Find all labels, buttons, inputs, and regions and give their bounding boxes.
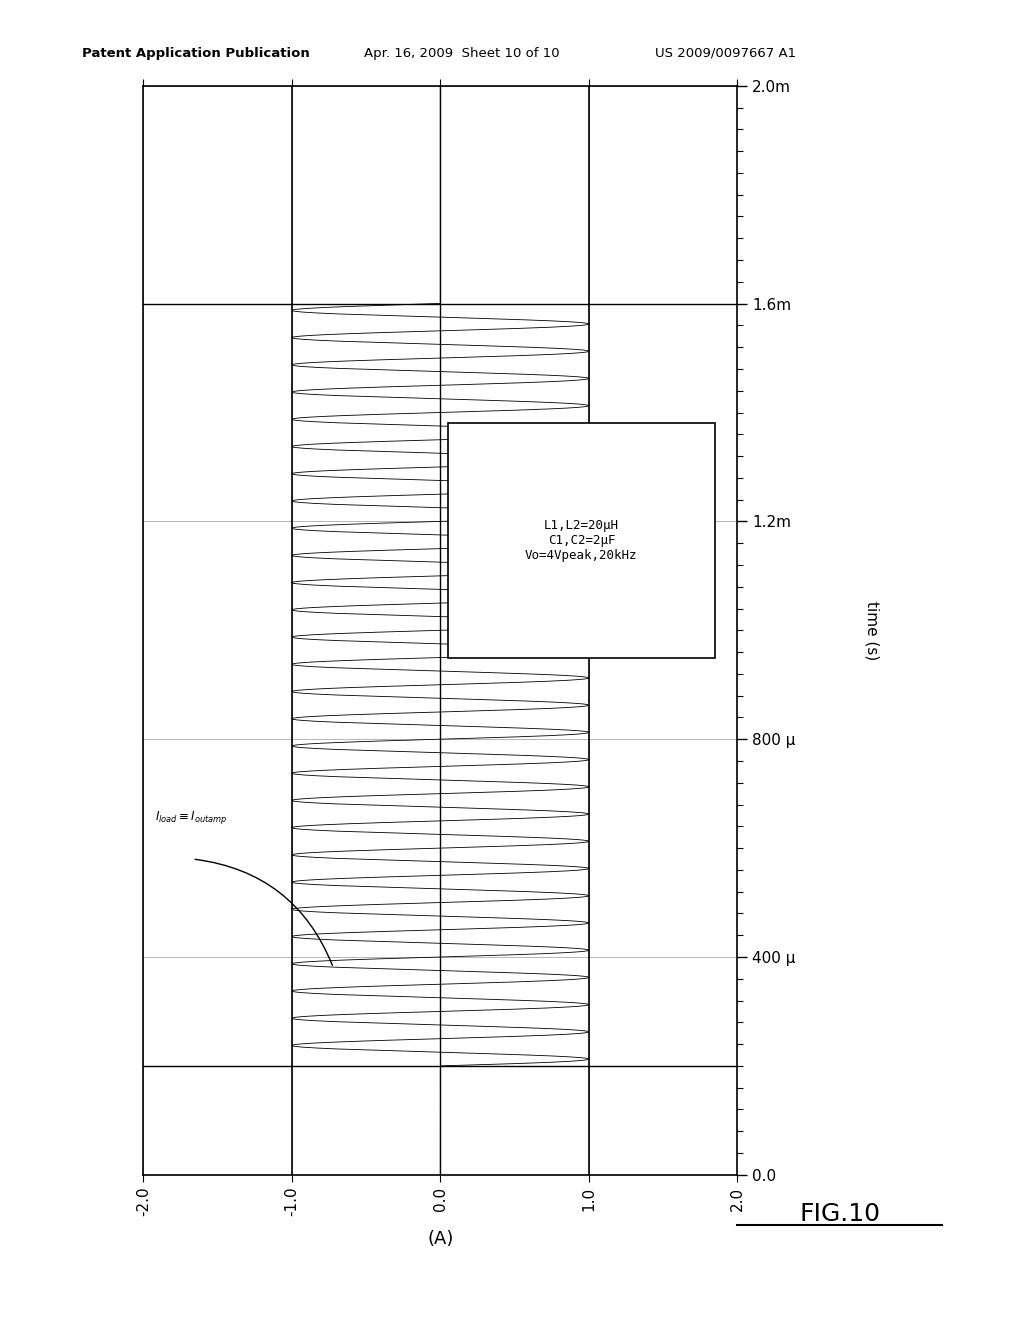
Y-axis label: time (s): time (s) (864, 601, 880, 660)
Text: Apr. 16, 2009  Sheet 10 of 10: Apr. 16, 2009 Sheet 10 of 10 (364, 46, 559, 59)
Text: Patent Application Publication: Patent Application Publication (82, 46, 309, 59)
Text: FIG.10: FIG.10 (799, 1203, 881, 1226)
Text: US 2009/0097667 A1: US 2009/0097667 A1 (655, 46, 797, 59)
Text: L1,L2=20μH
C1,C2=2μF
Vo=4Vpeak,20kHz: L1,L2=20μH C1,C2=2μF Vo=4Vpeak,20kHz (525, 519, 638, 562)
FancyBboxPatch shape (447, 424, 715, 657)
X-axis label: (A): (A) (427, 1230, 454, 1249)
Text: $I_{load}$$\equiv$$I_{outamp}$: $I_{load}$$\equiv$$I_{outamp}$ (156, 809, 228, 826)
